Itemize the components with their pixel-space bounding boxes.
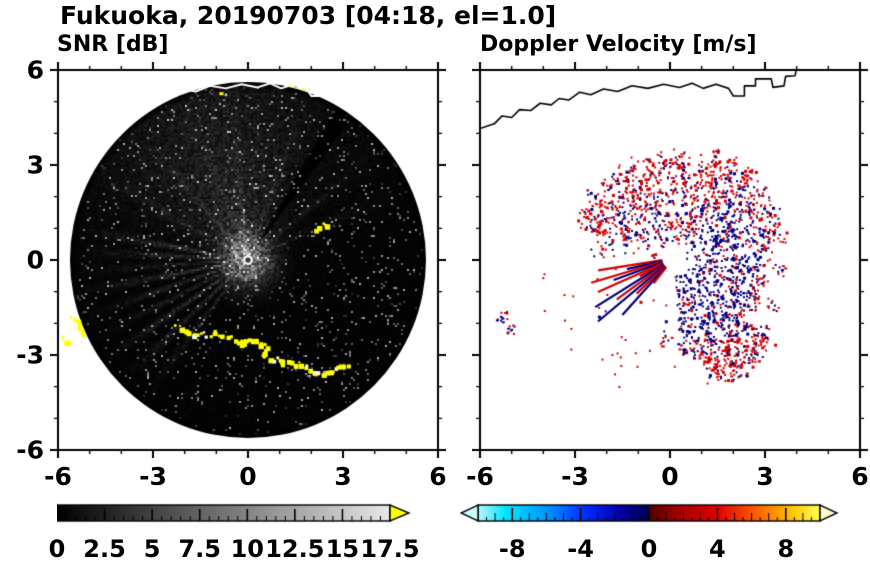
snr-colorbar-tick-label: 5 [143,535,161,563]
y-tick-label: 0 [26,245,44,275]
snr-colorbar-tick-label: 15 [325,535,360,563]
x-tick-label: 0 [239,462,257,491]
x-tick-label: -6 [44,462,72,491]
snr-colorbar-tick-label: 7.5 [178,535,221,563]
snr-panel-title: SNR [dB] [57,32,169,57]
snr-colorbar-tick-label: 17.5 [360,535,420,563]
doppler-panel-title: Doppler Velocity [m/s] [480,32,757,57]
figure-title: Fukuoka, 20190703 [04:18, el=1.0] [60,1,557,30]
x-tick-label: 6 [429,462,447,491]
x-tick-label: -3 [139,462,167,491]
snr-colorbar-tick-label: 0 [48,535,66,563]
doppler-colorbar-tick-label: 0 [640,535,658,563]
x-tick-label: -3 [561,462,589,491]
y-tick-label: 6 [26,55,44,85]
snr-colorbar-tick-label: 10 [230,535,264,563]
x-tick-label: 3 [756,462,774,491]
snr-radar-plot [50,62,446,458]
doppler-colorbar-tick-label: -4 [567,535,594,563]
doppler-colorbar-tick-label: 8 [777,535,795,563]
snr-colorbar [57,503,413,525]
y-tick-label: -3 [16,340,44,370]
y-tick-label: 3 [26,150,44,180]
doppler-colorbar [460,503,840,525]
x-tick-label: -6 [466,462,494,491]
x-tick-label: 0 [661,462,679,491]
snr-colorbar-tick-label: 2.5 [83,535,126,563]
doppler-radar-plot [472,62,868,458]
x-tick-label: 3 [334,462,352,491]
x-tick-label: 6 [851,462,869,491]
doppler-colorbar-tick-label: -8 [498,535,526,563]
doppler-colorbar-tick-label: 4 [709,535,726,563]
y-tick-label: -6 [16,435,44,465]
snr-colorbar-tick-label: 12.5 [265,535,325,563]
